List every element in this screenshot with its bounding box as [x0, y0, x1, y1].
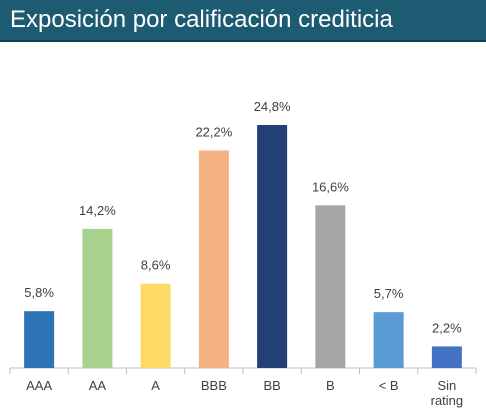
chart-title: Exposición por calificación crediticia	[10, 6, 393, 33]
data-label: 5,8%	[24, 285, 54, 300]
title-banner: Exposición por calificación crediticia	[0, 0, 486, 42]
bar	[315, 205, 346, 368]
x-tick-label: AAA	[26, 378, 53, 393]
data-label: 5,7%	[374, 286, 404, 301]
bar	[82, 228, 113, 368]
x-tick-label: B	[326, 378, 335, 393]
bar	[373, 312, 404, 368]
bar	[257, 125, 288, 368]
x-tick-label: Sin rating	[430, 378, 464, 408]
data-label: 14,2%	[79, 203, 116, 218]
x-tick-label: A	[151, 378, 160, 393]
x-tick-label: BB	[263, 378, 281, 393]
data-label: 22,2%	[195, 124, 232, 139]
bar	[140, 283, 171, 368]
x-tick-label: AA	[88, 378, 107, 393]
data-label: 16,6%	[312, 179, 349, 194]
x-tick-label: < B	[378, 378, 399, 393]
data-label: 24,8%	[254, 99, 291, 114]
bar	[24, 311, 55, 368]
data-label: 2,2%	[432, 320, 462, 335]
bar	[431, 346, 462, 368]
data-label: 8,6%	[141, 258, 171, 273]
bar	[198, 150, 229, 368]
x-tick-label: BBB	[200, 378, 227, 393]
